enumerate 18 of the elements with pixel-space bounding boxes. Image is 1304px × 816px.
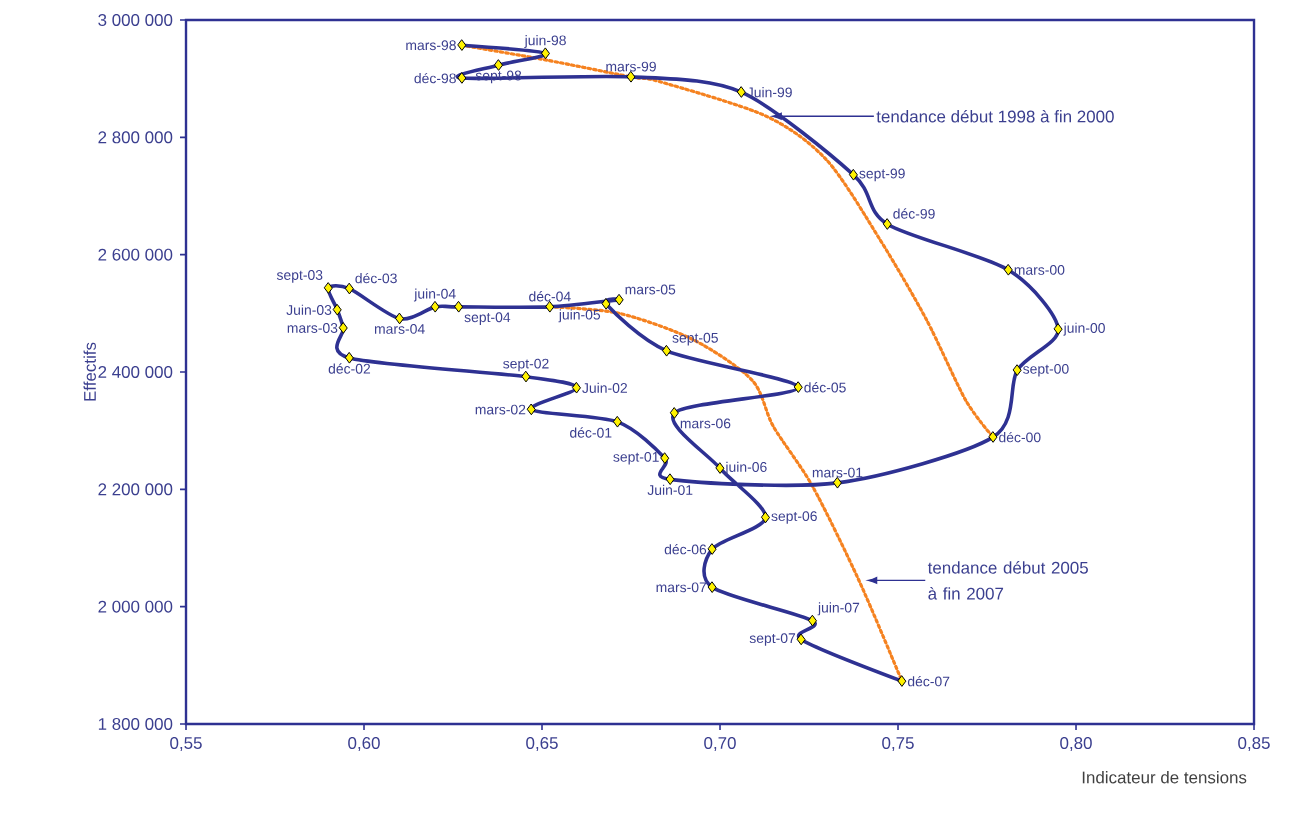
y-axis-title: Effectifs	[83, 342, 96, 401]
x-tick-label: 0,70	[704, 737, 736, 752]
y-tick-label: 2 400 000	[98, 366, 173, 378]
y-tick-label: 3 000 000	[98, 14, 173, 26]
y-tick-label: 2 000 000	[98, 600, 173, 613]
annotation: tendance début 2005 à fin 2007	[927, 561, 1088, 600]
x-axis-title: Indicateur de tensions	[1082, 771, 1247, 784]
y-tick-label: 2 600 000	[98, 248, 173, 261]
y-tick-label: 2 200 000	[98, 483, 173, 496]
y-tick-label: 1 800 000	[98, 718, 173, 730]
x-tick-label: 0,80	[1060, 737, 1092, 752]
y-tick-label: 2 800 000	[98, 131, 173, 144]
x-tick-label: 0,55	[170, 737, 202, 752]
annotation: tendance début 1998 à fin 2000	[876, 109, 1114, 123]
x-tick-label: 0,85	[1238, 737, 1270, 752]
x-tick-label: 0,65	[526, 737, 558, 752]
x-tick-label: 0,75	[882, 737, 914, 752]
x-tick-label: 0,60	[348, 737, 380, 752]
